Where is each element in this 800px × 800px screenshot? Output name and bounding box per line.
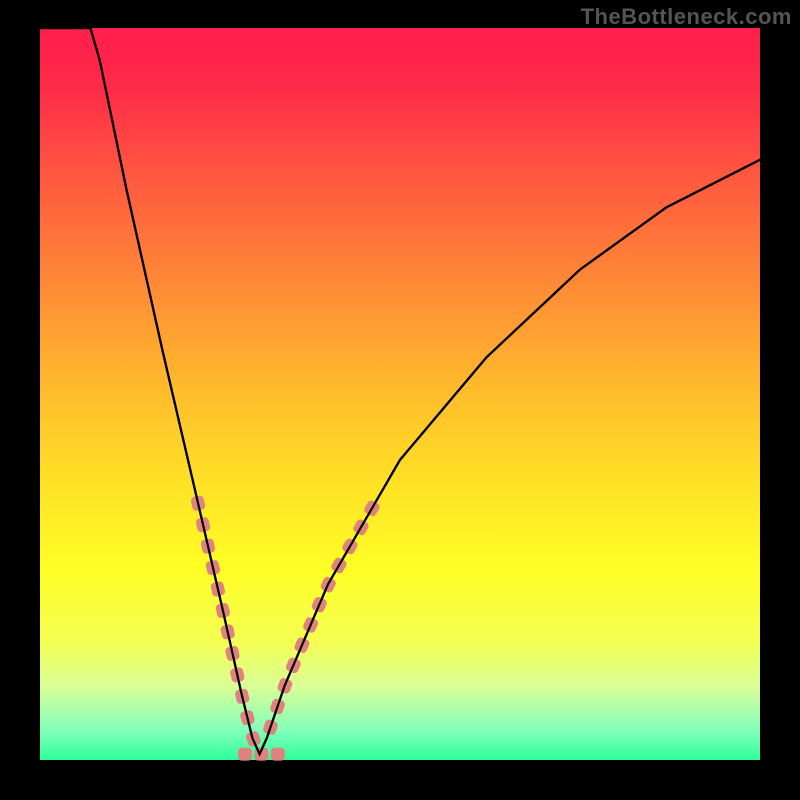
plot-area: [40, 28, 760, 760]
valley-dot: [271, 748, 285, 761]
bottleneck-chart: [0, 0, 800, 800]
valley-dot: [238, 748, 252, 761]
chart-root: TheBottleneck.com: [0, 0, 800, 800]
watermark-text: TheBottleneck.com: [581, 4, 792, 30]
